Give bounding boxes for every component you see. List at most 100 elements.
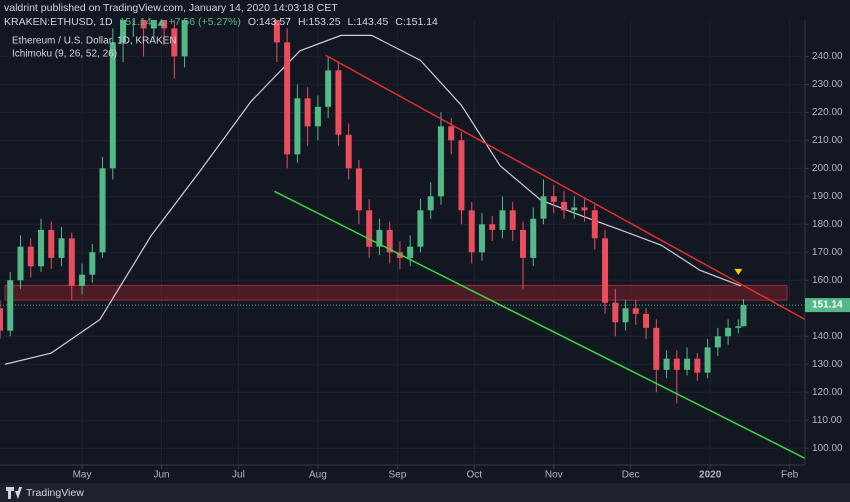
candle-body xyxy=(468,210,475,253)
y-tick-label: 210.00 xyxy=(812,135,843,146)
candle-body xyxy=(684,358,691,370)
x-tick-label: Feb xyxy=(781,470,799,481)
candle-body xyxy=(602,238,609,303)
quote-line: KRAKEN:ETHUSD, 1D 151.14 +7.56 (+5.27%) … xyxy=(4,16,438,28)
candle-body xyxy=(38,229,45,267)
open: O:143.57 xyxy=(248,16,291,28)
y-tick-label: 100.00 xyxy=(812,443,843,454)
last-price-label: 151.14 xyxy=(812,300,843,311)
x-tick-label: Jul xyxy=(232,470,245,481)
candle-body xyxy=(663,358,670,370)
y-tick-label: 220.00 xyxy=(812,107,843,118)
last: 151.14 xyxy=(119,16,151,28)
trendline xyxy=(325,54,805,321)
candle-body xyxy=(561,201,568,211)
candle-body xyxy=(714,336,721,348)
y-tick-label: 230.00 xyxy=(812,79,843,90)
candle-body xyxy=(673,358,680,370)
footer-bar xyxy=(0,483,850,502)
candle-body xyxy=(499,210,506,230)
candle-body xyxy=(448,126,455,141)
y-tick-label: 130.00 xyxy=(812,359,843,370)
x-tick-label: Oct xyxy=(467,470,483,481)
candle-body xyxy=(335,70,342,135)
candle-body xyxy=(489,224,496,230)
y-tick-label: 180.00 xyxy=(812,219,843,230)
candle-body xyxy=(622,308,629,323)
footer-brand: TradingView xyxy=(26,487,84,499)
candle-body xyxy=(519,229,526,258)
candle-body xyxy=(694,358,701,373)
y-tick-label: 170.00 xyxy=(812,247,843,258)
moving-average xyxy=(4,34,742,365)
candle-body xyxy=(7,280,14,331)
candle-body xyxy=(653,327,660,370)
candle-body xyxy=(632,308,639,314)
candle-body xyxy=(581,207,588,211)
candle-body xyxy=(366,210,373,247)
candle-body xyxy=(355,168,362,211)
candle-body xyxy=(417,210,424,247)
y-tick-label: 190.00 xyxy=(812,191,843,202)
candle-body xyxy=(704,347,711,373)
marker xyxy=(734,268,743,275)
trendline xyxy=(273,190,805,459)
candle-body xyxy=(99,168,106,253)
y-tick-label: 140.00 xyxy=(812,331,843,342)
candle-body xyxy=(643,313,650,328)
y-tick-label: 120.00 xyxy=(812,387,843,398)
candle-body xyxy=(140,20,147,29)
candle-body xyxy=(591,210,598,239)
y-tick-label: 240.00 xyxy=(812,51,843,62)
candle-body xyxy=(294,98,301,155)
indicator: Ichimoku (9, 26, 52, 26) xyxy=(12,49,117,60)
change: +7.56 (+5.27%) xyxy=(169,16,241,28)
candle-body xyxy=(725,327,732,337)
candle-body xyxy=(540,196,547,219)
candle-body xyxy=(509,210,516,230)
candle-body xyxy=(120,20,127,43)
candle-body xyxy=(79,274,86,286)
x-tick-label: 2020 xyxy=(699,470,722,481)
candle-body xyxy=(48,229,55,258)
instrument: Ethereum / U.S. Dollar, 1D, KRAKEN xyxy=(12,36,177,47)
candle-body xyxy=(345,134,352,169)
candle-body xyxy=(376,229,383,247)
candle-body xyxy=(458,140,465,211)
x-tick-label: Dec xyxy=(622,470,640,481)
candle-body xyxy=(89,252,96,275)
candle-body xyxy=(386,229,393,253)
candle-body xyxy=(0,308,3,331)
published-line: valdrint published on TradingView.com, J… xyxy=(4,2,338,14)
candle-body xyxy=(530,218,537,258)
logo-icon xyxy=(6,487,22,499)
last-price-box xyxy=(805,298,850,313)
candle-body xyxy=(325,70,332,107)
candle-body xyxy=(171,28,178,57)
high: H:153.25 xyxy=(298,16,341,28)
x-tick-label: May xyxy=(73,470,92,481)
candle-body xyxy=(437,126,444,197)
candle-body xyxy=(58,238,65,258)
candle-body xyxy=(304,98,311,127)
candle-body xyxy=(314,106,321,127)
x-tick-label: Sep xyxy=(388,470,406,481)
change-arrow xyxy=(157,18,166,26)
close: C:151.14 xyxy=(395,16,438,28)
axes: 100.00110.00120.00130.00140.00150.00160.… xyxy=(73,51,850,481)
candle-body xyxy=(478,224,485,253)
y-tick-label: 110.00 xyxy=(812,415,842,426)
x-tick-label: Jun xyxy=(153,470,169,481)
grid xyxy=(0,20,805,465)
symbol: KRAKEN:ETHUSD, 1D xyxy=(4,16,113,28)
candle-body xyxy=(735,326,742,328)
candle-body xyxy=(740,305,747,327)
candle-body xyxy=(17,246,24,281)
candle-body xyxy=(68,238,75,286)
x-tick-label: Aug xyxy=(309,470,327,481)
low: L:143.45 xyxy=(347,16,388,28)
candle-body xyxy=(284,42,291,155)
candle-body xyxy=(109,42,116,169)
